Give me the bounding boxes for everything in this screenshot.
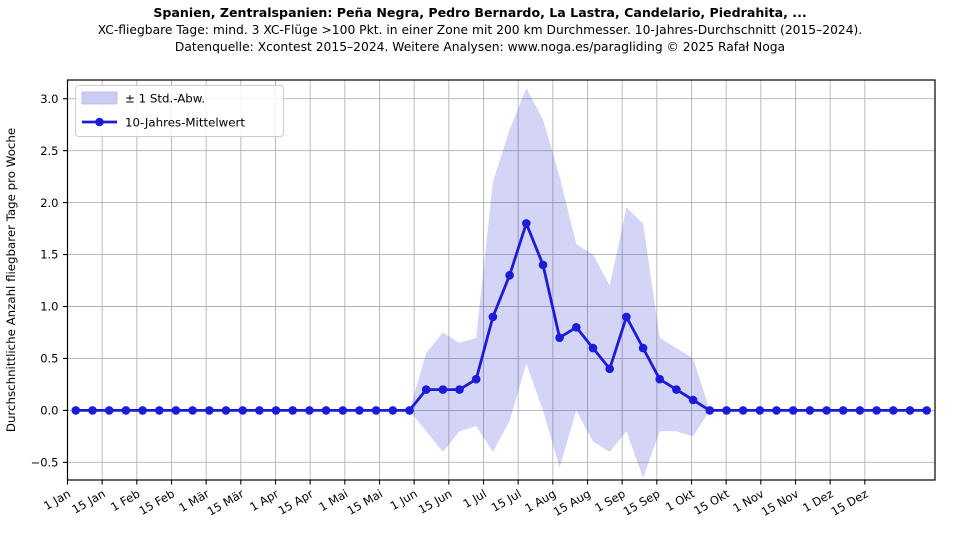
x-tick-label: 15 Feb xyxy=(137,486,177,517)
y-tick-label: 1.5 xyxy=(40,248,58,262)
x-tick-label: 15 Okt xyxy=(691,486,732,518)
y-tick-label: 0.5 xyxy=(40,352,58,366)
mean-data-point xyxy=(455,385,464,394)
mean-data-point xyxy=(622,312,631,322)
mean-data-point xyxy=(705,406,715,415)
mean-data-point xyxy=(838,406,848,415)
mean-data-point xyxy=(655,374,664,384)
mean-data-point xyxy=(271,406,281,415)
mean-data-point xyxy=(238,406,247,415)
x-tick-label: 15 Nov xyxy=(759,486,801,519)
std-deviation-band xyxy=(409,88,710,478)
y-axis-label: Durchschnittliche Anzahl fliegbarer Tage… xyxy=(4,128,18,432)
x-tick-label: 15 Mai xyxy=(345,486,385,517)
legend-label-std: ± 1 Std.-Abw. xyxy=(125,92,205,106)
y-tick-label: −0.5 xyxy=(31,456,59,470)
x-tick-label: 1 Jan xyxy=(41,486,73,512)
mean-data-point xyxy=(738,406,748,415)
mean-data-point xyxy=(188,406,197,415)
mean-data-point xyxy=(605,364,614,374)
mean-data-point xyxy=(905,406,915,415)
mean-data-point xyxy=(338,406,348,415)
x-tick-label: 15 Mär xyxy=(205,486,247,518)
mean-data-point xyxy=(588,343,598,353)
mean-data-point xyxy=(71,406,81,415)
x-tick-label: 1 Mai xyxy=(316,486,350,514)
legend-label-mean: 10-Jahres-Mittelwert xyxy=(125,116,245,130)
mean-data-point xyxy=(722,406,731,415)
mean-data-point xyxy=(638,343,648,353)
mean-data-point xyxy=(221,406,231,415)
mean-data-point xyxy=(138,406,147,415)
mean-data-point xyxy=(288,406,298,415)
mean-data-point xyxy=(872,406,881,415)
mean-line xyxy=(75,222,927,412)
mean-data-point xyxy=(205,406,214,415)
mean-data-point xyxy=(104,406,114,415)
mean-data-point xyxy=(405,406,414,415)
mean-data-point xyxy=(805,406,815,415)
legend-box xyxy=(75,85,284,137)
x-tick-label: 1 Feb xyxy=(108,486,142,514)
mean-data-point xyxy=(155,406,164,415)
chart-title: Spanien, Zentralspanien: Peña Negra, Ped… xyxy=(153,5,807,20)
x-tick-label: 1 Jul xyxy=(460,486,489,511)
mean-data-point xyxy=(572,323,581,332)
mean-data-point xyxy=(688,395,698,405)
mean-data-point xyxy=(255,406,264,415)
x-tick-label: 15 Jun xyxy=(416,486,454,516)
mean-data-point xyxy=(438,385,448,394)
mean-data-point xyxy=(522,219,531,228)
y-tick-label: 2.0 xyxy=(40,196,58,210)
legend-band-swatch xyxy=(81,91,118,105)
x-tick-label: 15 Jan xyxy=(69,486,107,516)
mean-data-point xyxy=(555,333,564,343)
mean-data-point xyxy=(922,406,931,415)
y-tick-label: 2.5 xyxy=(40,144,58,158)
mean-data-point xyxy=(672,385,681,394)
mean-data-point xyxy=(471,374,481,384)
x-tick-label: 15 Apr xyxy=(276,486,316,517)
mean-data-point xyxy=(889,406,898,415)
x-tick-label: 1 Jun xyxy=(388,486,420,513)
chart-subtitle-source: Datenquelle: Xcontest 2015–2024. Weitere… xyxy=(174,40,786,54)
legend-marker-swatch xyxy=(95,117,104,127)
mean-data-point xyxy=(755,406,765,415)
y-tick-label: 3.0 xyxy=(40,92,58,106)
mean-data-point xyxy=(822,406,831,415)
x-tick-label: 15 Aug xyxy=(551,486,593,518)
x-tick-label: 1 Apr xyxy=(247,486,281,514)
mean-data-point xyxy=(538,260,548,270)
mean-data-point xyxy=(305,406,314,415)
mean-data-point xyxy=(488,312,498,322)
mean-data-point xyxy=(88,406,97,415)
mean-data-point xyxy=(788,406,798,415)
y-tick-label: 1.0 xyxy=(40,300,58,314)
mean-data-point xyxy=(388,406,398,415)
mean-data-point xyxy=(855,406,865,415)
x-tick-label: 15 Sep xyxy=(621,486,663,518)
mean-data-point xyxy=(505,271,514,280)
mean-data-point xyxy=(121,406,131,415)
mean-data-point xyxy=(772,406,781,415)
y-tick-label: 0.0 xyxy=(40,404,58,418)
mean-data-point xyxy=(421,385,431,394)
plot-border xyxy=(66,79,936,481)
chart-subtitle-method: XC-fliegbare Tage: mind. 3 XC-Flüge >100… xyxy=(97,23,863,37)
x-tick-label: 15 Jul xyxy=(489,486,524,514)
mean-data-point xyxy=(355,406,364,415)
x-tick-label: 15 Dez xyxy=(828,486,870,518)
mean-data-point xyxy=(371,406,381,415)
mean-data-point xyxy=(321,406,331,415)
x-tick-label: 1 Okt xyxy=(663,486,697,514)
mean-data-point xyxy=(171,406,181,415)
